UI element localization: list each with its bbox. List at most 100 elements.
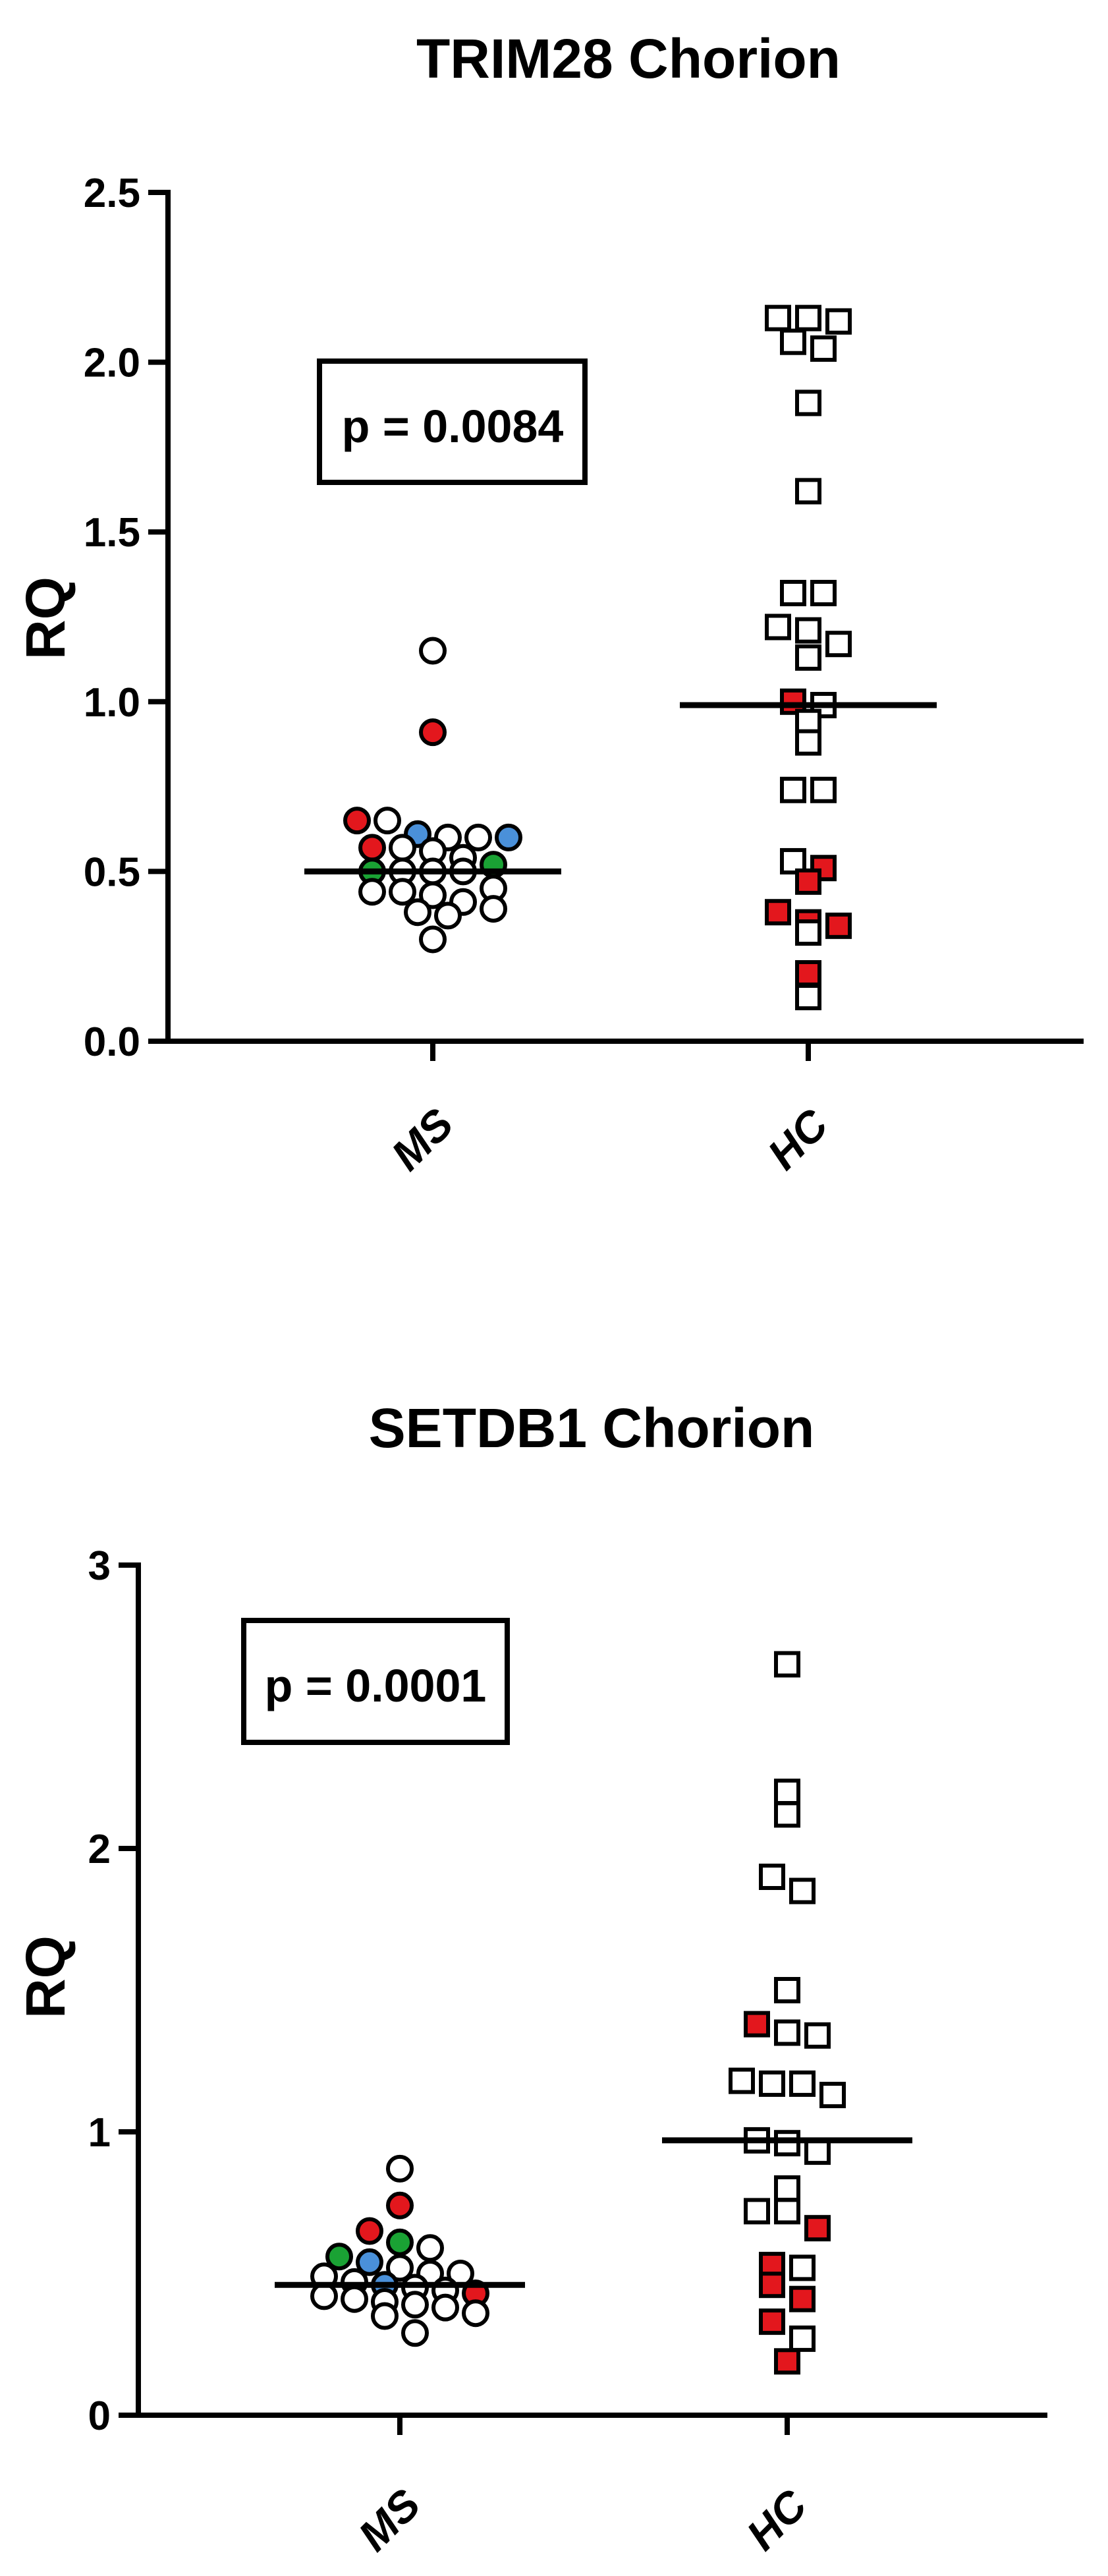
data-points — [310, 1651, 846, 2375]
data-point-square — [774, 2175, 800, 2202]
data-point-square — [780, 328, 806, 355]
axes — [136, 1562, 1047, 2418]
data-point-square — [795, 729, 821, 756]
data-point-circle — [431, 2293, 459, 2322]
data-point-circle — [310, 2282, 338, 2310]
y-axis-label: RQ — [14, 577, 76, 660]
data-point-square — [780, 776, 806, 803]
x-tick-label: MS — [349, 2480, 429, 2560]
p-value-box: p = 0.0001 — [241, 1618, 510, 1745]
data-point-square — [804, 2138, 831, 2165]
data-point-circle — [386, 2228, 414, 2256]
data-point-square — [795, 389, 821, 416]
axes — [165, 190, 1084, 1044]
y-tick-label: 0.0 — [84, 1019, 140, 1065]
data-points — [343, 304, 852, 1011]
y-tick-label: 0 — [88, 2393, 111, 2439]
data-point-square — [759, 2308, 785, 2335]
data-point-square — [795, 478, 821, 505]
data-point-square — [765, 614, 791, 641]
data-point-circle — [419, 637, 447, 665]
chart-title: SETDB1 Chorion — [369, 1397, 815, 1459]
y-tick-label: 1.0 — [84, 680, 140, 726]
data-point-square — [825, 912, 852, 939]
data-point-square — [774, 1801, 800, 1828]
data-point-square — [789, 2325, 816, 2352]
data-point-circle — [464, 823, 492, 851]
data-point-square — [765, 304, 791, 331]
data-point-circle — [356, 2248, 383, 2276]
data-point-square — [759, 1864, 785, 1890]
y-axis-ticks: 0.0 0.5 1.0 1.5 2.0 2.5 — [84, 171, 168, 1065]
x-tick-label: HC — [758, 1099, 838, 1179]
trim28-chart-panel: TRIM28 Chorion RQ 0.0 0.5 1.0 1.5 2.0 2.5 MS H… — [14, 28, 1084, 1180]
y-tick-label: 1 — [88, 2110, 111, 2156]
p-value-text: p = 0.0001 — [265, 1660, 487, 1711]
data-point-square — [774, 1651, 800, 1678]
data-point-circle — [416, 2234, 444, 2262]
data-point-square — [774, 1779, 800, 1805]
p-value-box: p = 0.0084 — [317, 358, 588, 485]
data-point-circle — [386, 2191, 414, 2219]
data-point-square — [795, 644, 821, 671]
data-point-square — [774, 2019, 800, 2046]
data-point-square — [744, 2198, 770, 2225]
data-point-circle — [386, 2254, 414, 2282]
y-tick-label: 2.0 — [84, 341, 140, 386]
data-point-square — [810, 776, 837, 803]
data-point-circle — [419, 925, 447, 954]
y-tick-label: 2.5 — [84, 171, 140, 216]
data-point-square — [825, 631, 852, 658]
y-tick-label: 1.5 — [84, 510, 140, 556]
data-point-square — [795, 959, 821, 987]
setdb1-chart-panel: SETDB1 Chorion RQ 0 1 2 3 MS HC p = 0.0001 — [14, 1397, 1047, 2560]
data-point-square — [795, 617, 821, 644]
data-point-circle — [374, 807, 401, 835]
y-axis-ticks: 0 1 2 3 — [88, 1543, 138, 2439]
data-point-circle — [358, 834, 386, 862]
data-point-circle — [434, 902, 462, 930]
y-tick-label: 0.5 — [84, 849, 140, 895]
p-value-frame — [241, 1618, 510, 1745]
data-point-circle — [401, 2291, 429, 2319]
data-point-circle — [386, 2154, 414, 2183]
data-point-circle — [341, 2285, 368, 2313]
data-point-circle — [325, 2243, 353, 2271]
data-point-square — [825, 308, 852, 335]
data-point-square — [774, 1977, 800, 2003]
data-point-square — [744, 2011, 770, 2038]
data-point-circle — [419, 881, 447, 909]
x-tick-label: MS — [382, 1099, 462, 1180]
x-tick-label: HC — [737, 2480, 817, 2560]
data-point-square — [774, 2198, 800, 2225]
data-point-square — [729, 2067, 755, 2094]
data-point-circle — [371, 2302, 399, 2330]
data-point-circle — [389, 834, 416, 862]
data-point-circle — [389, 878, 416, 906]
data-point-circle — [480, 895, 507, 923]
median-lines — [275, 2137, 912, 2288]
data-point-square — [789, 1877, 816, 1904]
data-point-square — [789, 2254, 816, 2281]
p-value-text: p = 0.0084 — [342, 401, 564, 452]
data-point-square — [810, 335, 837, 362]
x-axis-ticks: MS HC — [349, 2415, 817, 2560]
data-point-square — [795, 868, 821, 895]
data-point-circle — [404, 898, 431, 927]
data-point-square — [804, 2022, 831, 2049]
data-point-circle — [495, 823, 522, 851]
data-point-square — [795, 919, 821, 946]
data-point-circle — [419, 718, 447, 747]
data-point-circle — [343, 807, 371, 835]
data-point-square — [819, 2082, 846, 2109]
data-point-circle — [401, 2319, 429, 2347]
x-axis-ticks: MS HC — [382, 1041, 838, 1180]
data-point-square — [789, 2285, 816, 2312]
data-point-square — [795, 304, 821, 331]
data-point-square — [774, 2348, 800, 2375]
chart-title: TRIM28 Chorion — [416, 28, 841, 90]
data-point-square — [759, 2272, 785, 2299]
median-lines — [304, 702, 937, 874]
data-point-square — [804, 2215, 831, 2242]
